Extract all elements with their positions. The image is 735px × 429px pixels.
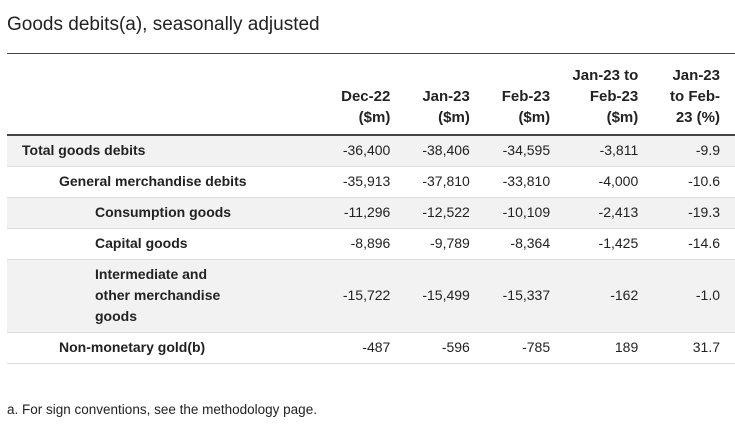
table-row: Capital goods -8,896 -9,789 -8,364 -1,425 -14… <box>7 228 735 260</box>
header-feb-23: Feb-23 ($m) <box>469 53 551 136</box>
cell-value: -487 <box>318 332 391 364</box>
cell-value: -2,413 <box>550 197 639 229</box>
header-dec-22: Dec-22 ($m) <box>318 53 391 136</box>
cell-value: -12,522 <box>390 197 470 229</box>
goods-debits-table: Dec-22 ($m) Jan-23 ($m) Feb-23 ($m) Jan-23 … <box>7 53 735 364</box>
header-label <box>7 53 319 136</box>
cell-value: 31.7 <box>638 332 735 364</box>
cell-value: -8,364 <box>469 228 551 260</box>
cell-value: -10.6 <box>638 166 735 198</box>
cell-value: -36,400 <box>318 135 391 167</box>
cell-value: -34,595 <box>469 135 551 167</box>
cell-value: -15,499 <box>390 259 470 333</box>
cell-value: -1.0 <box>638 259 735 333</box>
row-label: General merchandise debits <box>7 166 319 198</box>
header-jan-23: Jan-23 ($m) <box>390 53 470 136</box>
header-change-pct: Jan-23 to Feb- 23 (%) <box>638 53 735 136</box>
footnote: a. For sign conventions, see the methodo… <box>7 402 317 417</box>
cell-value: -4,000 <box>550 166 639 198</box>
row-label: Intermediate and other merchandise goods <box>7 259 319 333</box>
header-row: Dec-22 ($m) Jan-23 ($m) Feb-23 ($m) Jan-23 … <box>7 53 735 136</box>
table-row: General merchandise debits -35,913 -37,810… <box>7 166 735 198</box>
cell-value: -35,913 <box>318 166 391 198</box>
cell-value: -37,810 <box>390 166 470 198</box>
cell-value: -15,722 <box>318 259 391 333</box>
cell-value: -1,425 <box>550 228 639 260</box>
cell-value: -162 <box>550 259 639 333</box>
row-label: Total goods debits <box>7 135 319 167</box>
header-change-m: Jan-23 to Feb-23 ($m) <box>550 53 639 136</box>
cell-value: -38,406 <box>390 135 470 167</box>
cell-value: -19.3 <box>638 197 735 229</box>
cell-value: -10,109 <box>469 197 551 229</box>
cell-value: -8,896 <box>318 228 391 260</box>
cell-value: -14.6 <box>638 228 735 260</box>
table-row: Consumption goods -11,296 -12,522 -10,109 -2… <box>7 197 735 229</box>
row-label: Capital goods <box>7 228 319 260</box>
cell-value: -596 <box>390 332 470 364</box>
table-row: Non-monetary gold(b) -487 -596 -785 189 31.7 <box>7 332 735 364</box>
cell-value: -9,789 <box>390 228 470 260</box>
cell-value: -9.9 <box>638 135 735 167</box>
cell-value: 189 <box>550 332 639 364</box>
cell-value: -15,337 <box>469 259 551 333</box>
cell-value: -785 <box>469 332 551 364</box>
table-row: Total goods debits -36,400 -38,406 -34,595-… <box>7 135 735 167</box>
table-row: Intermediate and other merchandise goods… <box>7 259 735 333</box>
table-title: Goods debits(a), seasonally adjusted <box>7 14 320 35</box>
cell-value: -3,811 <box>550 135 639 167</box>
row-label: Non-monetary gold(b) <box>7 332 319 364</box>
cell-value: -11,296 <box>318 197 391 229</box>
row-label: Consumption goods <box>7 197 319 229</box>
cell-value: -33,810 <box>469 166 551 198</box>
